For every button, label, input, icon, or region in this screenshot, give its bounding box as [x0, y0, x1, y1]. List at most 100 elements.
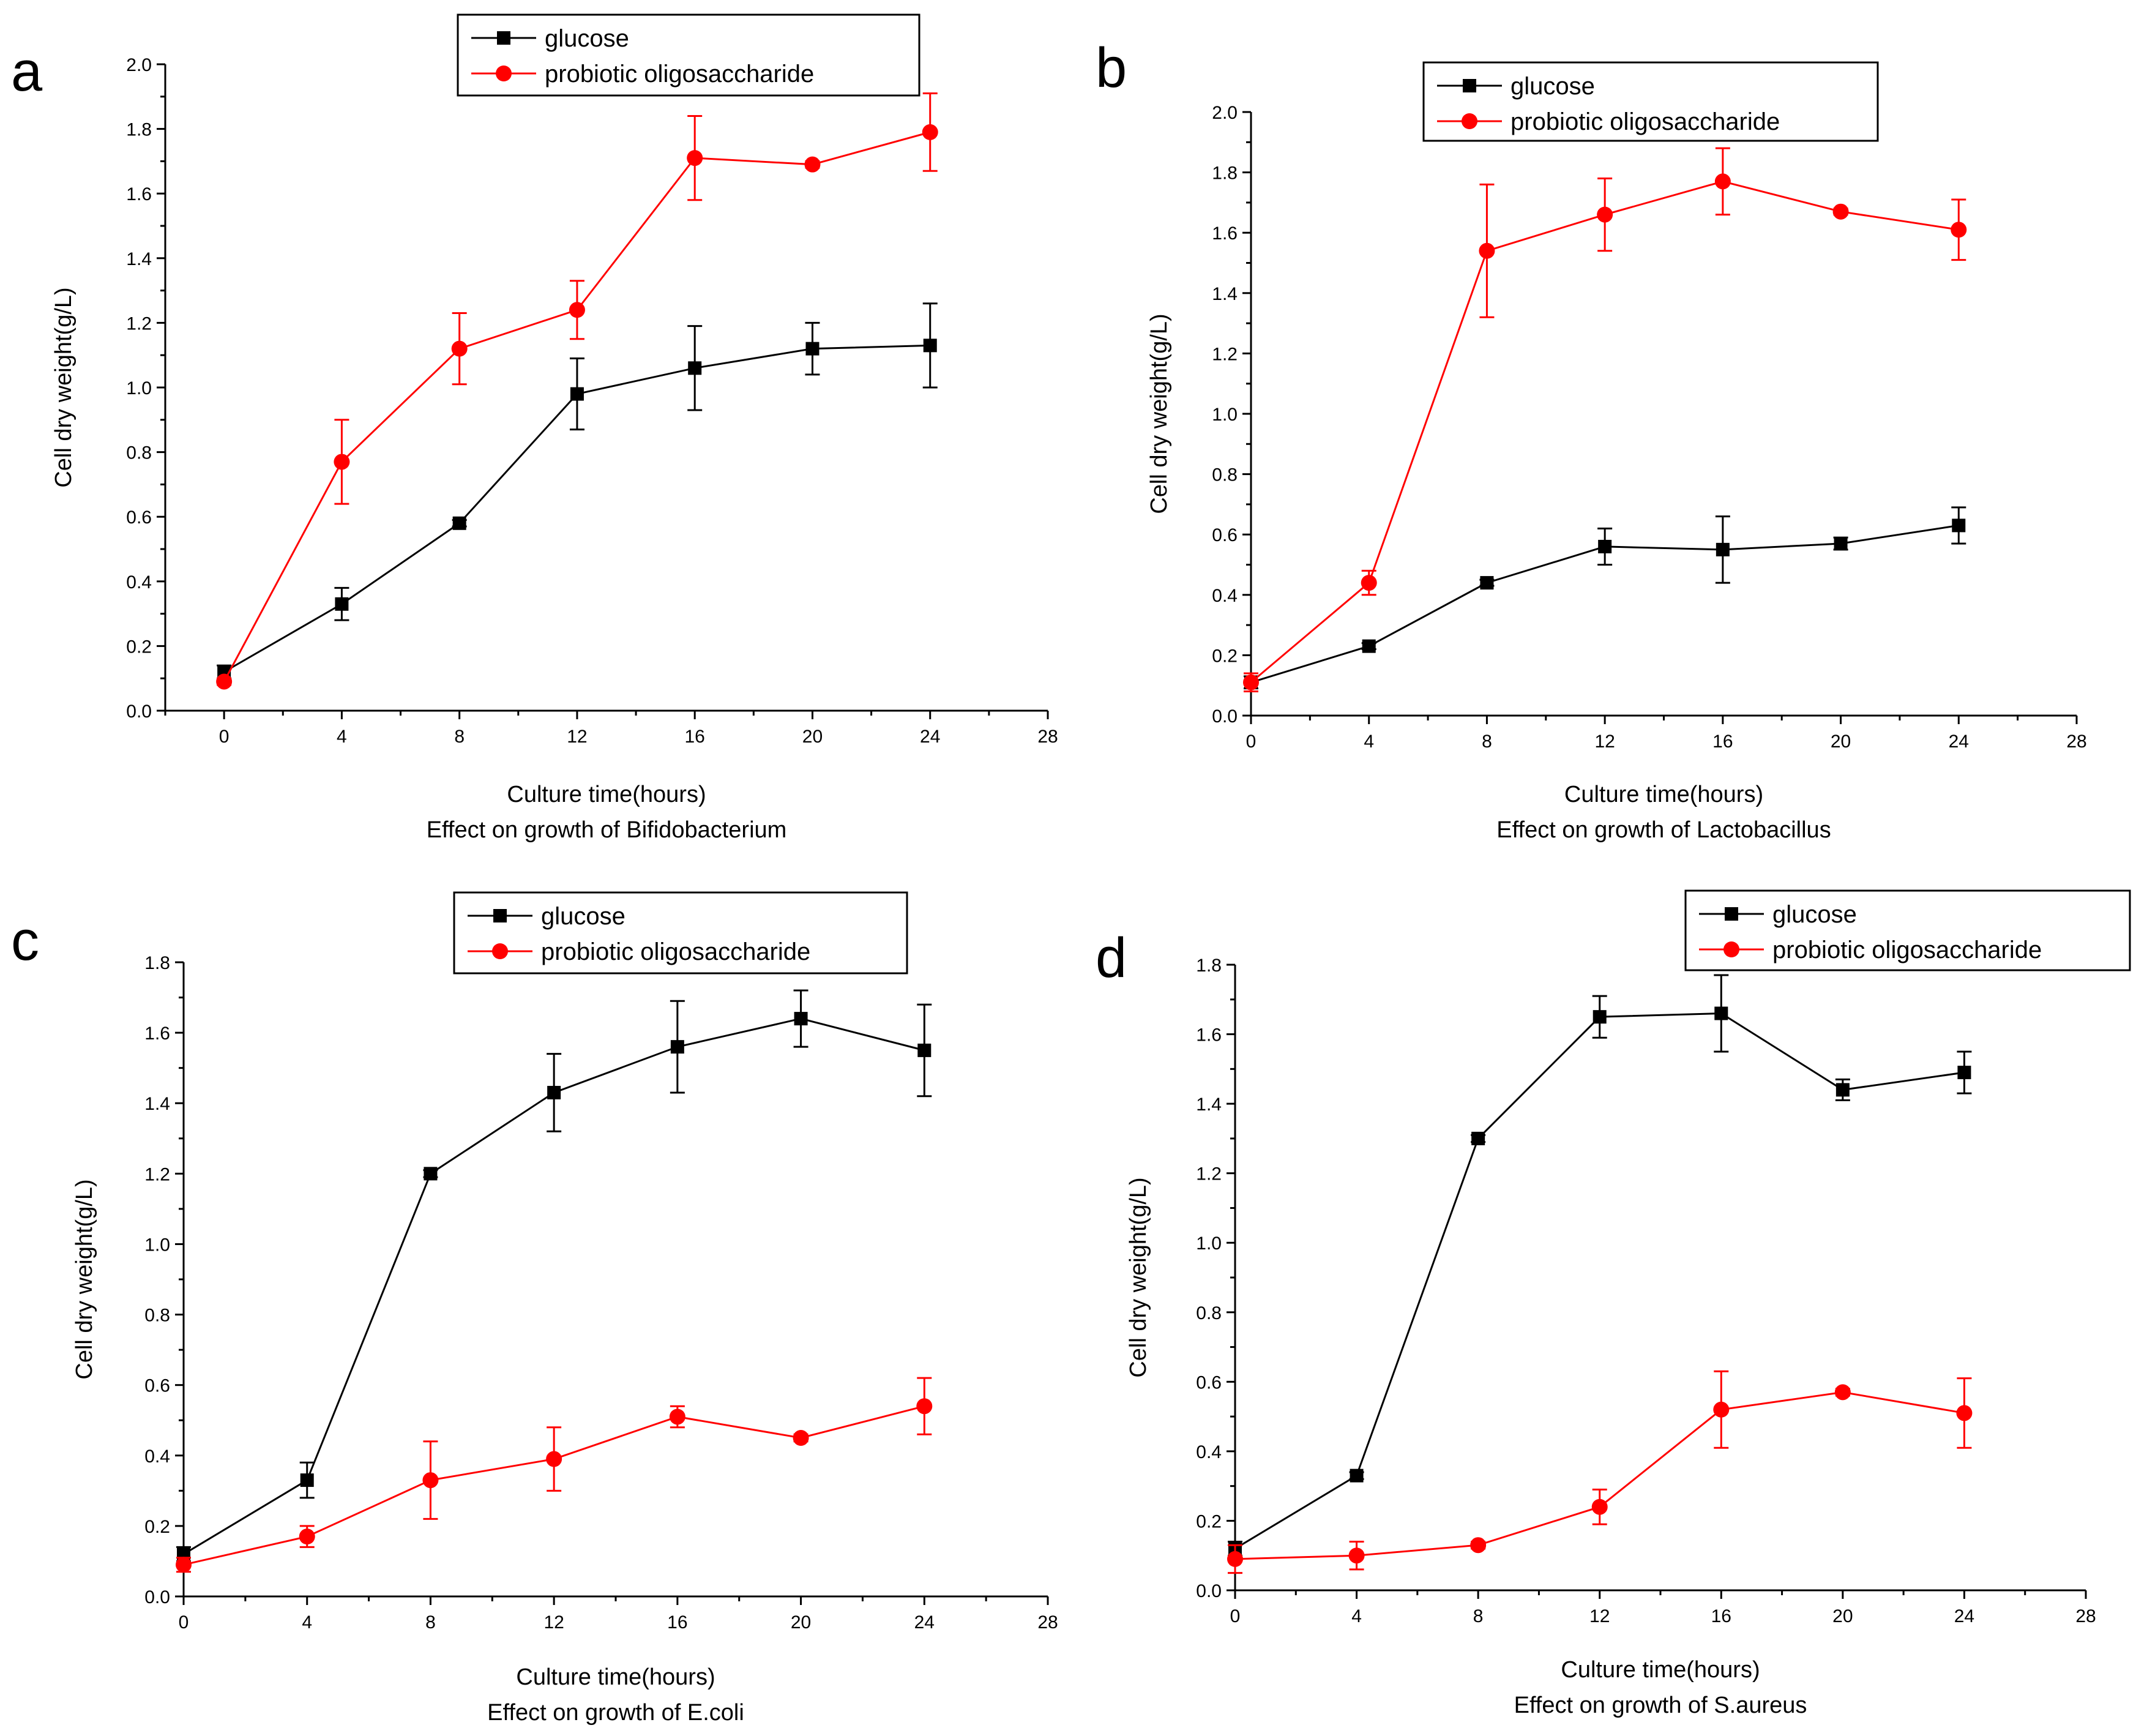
y-tick-label: 0.4: [1212, 586, 1238, 606]
legend-box: [1422, 61, 1879, 142]
y-tick-label: 1.6: [126, 184, 152, 204]
data-point: [451, 340, 468, 357]
x-tick-label: 0: [1230, 1606, 1241, 1626]
data-point: [1952, 518, 1966, 533]
x-tick-label: 4: [1351, 1606, 1362, 1626]
data-point: [299, 1528, 315, 1545]
data-point: [1243, 674, 1259, 690]
x-tick-label: 0: [1246, 731, 1257, 752]
y-tick-label: 1.8: [1212, 163, 1238, 184]
chart-panel-d: d 0 4 8 12 16 20 24 28 0.0 0.2 0.4 0.6 0.8 1.0 1.2 1.4 1.…: [1096, 889, 2131, 1718]
data-point: [569, 302, 585, 318]
x-tick-label: 24: [914, 1612, 935, 1633]
y-tick-label: 0.6: [1196, 1372, 1222, 1393]
data-point: [1479, 242, 1495, 259]
y-tick-label: 0.6: [144, 1376, 170, 1396]
data-point: [793, 1430, 809, 1446]
data-point: [334, 454, 350, 470]
data-point: [1956, 1405, 1973, 1421]
series-probiotic-oligosaccharide: [216, 92, 938, 690]
data-point: [1350, 1468, 1364, 1483]
series-probiotic-oligosaccharide: [176, 1377, 933, 1573]
legend-label: probiotic oligosaccharide: [541, 938, 810, 965]
x-tick-label: 28: [2066, 731, 2086, 752]
y-tick-label: 0.2: [126, 637, 152, 657]
data-point: [452, 516, 466, 530]
x-tick-label: 24: [1954, 1606, 1974, 1626]
x-tick-label: 4: [302, 1612, 312, 1633]
chart-panel-b: b 0 4 8 12 16 20 24 28 0.0 0.2 0.4 0.6 0.8 1.0 1.2 1.4 1.…: [1096, 37, 2087, 843]
y-tick-label: 1.8: [1196, 956, 1222, 976]
x-tick-label: 20: [791, 1612, 811, 1633]
data-point: [546, 1451, 562, 1467]
legend-label: probiotic oligosaccharide: [1772, 937, 2042, 963]
y-tick-label: 0.4: [144, 1446, 170, 1467]
data-point: [805, 342, 820, 356]
x-tick-label: 16: [685, 727, 705, 747]
y-tick-label: 0.8: [1196, 1303, 1222, 1323]
data-point: [335, 597, 349, 611]
panel-letter: b: [1096, 37, 1127, 99]
y-tick-label: 0.2: [1196, 1511, 1222, 1532]
data-point: [1598, 539, 1612, 553]
data-point: [670, 1040, 684, 1054]
legend-label: probiotic oligosaccharide: [1511, 108, 1780, 135]
x-tick-label: 16: [1712, 731, 1733, 752]
data-point: [688, 361, 702, 375]
x-tick-label: 12: [567, 727, 587, 747]
data-point: [1470, 1537, 1487, 1554]
legend-box: [457, 13, 920, 97]
chart-caption: Effect on growth of E.coli: [487, 1700, 744, 1726]
y-tick-label: 1.4: [1212, 284, 1238, 304]
legend: glucose probiotic oligosaccharide: [453, 891, 908, 975]
x-axis-title: Culture time(hours): [516, 1664, 715, 1690]
legend-label: probiotic oligosaccharide: [545, 61, 814, 88]
y-axis-title: Cell dry weight(g/L): [51, 287, 77, 487]
legend: glucose probiotic oligosaccharide: [1422, 61, 1879, 142]
series-glucose: [217, 302, 938, 679]
x-tick-label: 8: [425, 1612, 436, 1633]
data-point: [1480, 576, 1494, 590]
x-axis-title: Culture time(hours): [1564, 782, 1763, 807]
series-line: [1234, 1012, 1965, 1550]
y-tick-label: 1.2: [1212, 344, 1238, 364]
panel-letter: d: [1096, 927, 1127, 989]
y-tick-label: 0.0: [144, 1587, 170, 1607]
legend-marker: [492, 943, 508, 959]
data-point: [1714, 173, 1731, 190]
legend-label: glucose: [1772, 901, 1857, 928]
x-tick-label: 20: [802, 727, 823, 747]
x-tick-label: 24: [920, 727, 940, 747]
y-tick-label: 2.0: [1212, 103, 1238, 123]
data-point: [570, 387, 584, 401]
y-tick-label: 1.4: [1196, 1094, 1222, 1115]
x-tick-label: 20: [1832, 1606, 1853, 1626]
legend-marker: [493, 909, 507, 922]
x-tick-label: 8: [1473, 1606, 1484, 1626]
y-axis-title: Cell dry weight(g/L): [1146, 313, 1172, 514]
data-point: [1832, 203, 1849, 220]
x-tick-label: 16: [1711, 1606, 1731, 1626]
y-tick-label: 0.2: [1212, 646, 1238, 666]
legend: glucose probiotic oligosaccharide: [457, 13, 920, 97]
y-tick-label: 0.6: [1212, 525, 1238, 545]
data-point: [1593, 1010, 1607, 1024]
legend-box: [1684, 889, 2131, 971]
legend-marker: [1725, 907, 1738, 921]
y-tick-label: 0.8: [1212, 465, 1238, 485]
data-point: [424, 1167, 438, 1181]
series-line: [1234, 1391, 1965, 1560]
x-tick-label: 20: [1831, 731, 1851, 752]
legend-box: [453, 891, 908, 975]
y-tick-label: 1.4: [144, 1094, 170, 1114]
y-tick-label: 1.0: [1212, 405, 1238, 425]
legend-marker: [1462, 113, 1477, 129]
data-point: [1834, 1384, 1851, 1401]
data-point: [1227, 1551, 1243, 1567]
data-point: [922, 124, 938, 140]
y-axis-title: Cell dry weight(g/L): [1126, 1177, 1151, 1377]
y-tick-label: 0.0: [1212, 706, 1238, 727]
x-tick-label: 28: [1037, 727, 1058, 747]
data-point: [1471, 1131, 1485, 1145]
y-tick-label: 1.6: [1212, 223, 1238, 244]
